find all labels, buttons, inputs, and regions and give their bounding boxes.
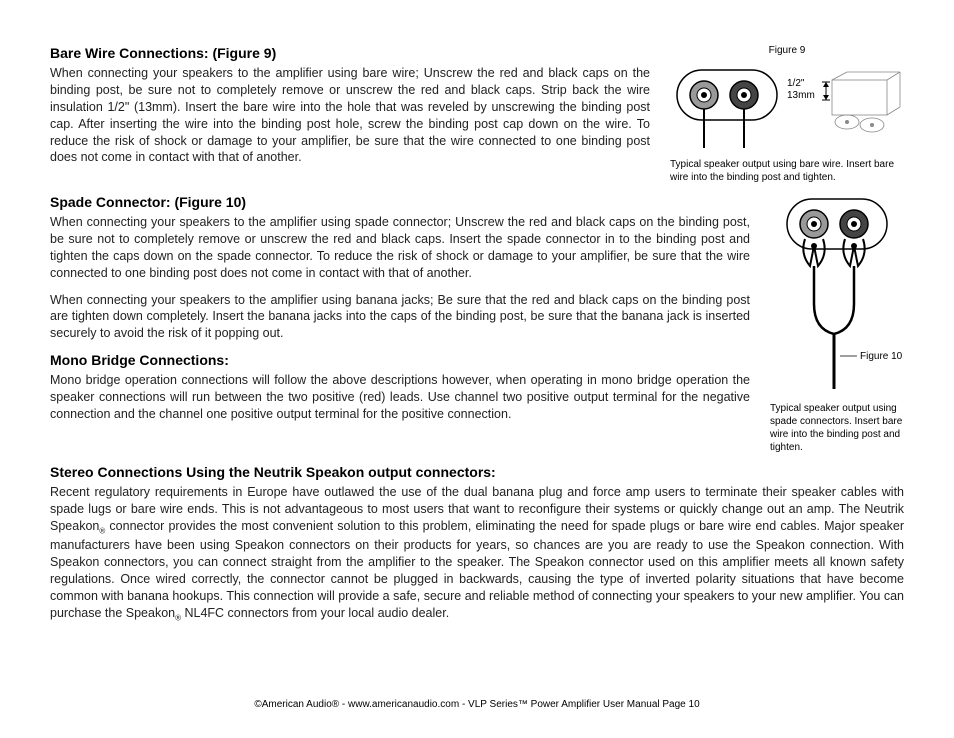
section-bare-wire: Bare Wire Connections: (Figure 9) When c… [50,45,904,184]
section2-text: Spade Connector: (Figure 10) When connec… [50,194,750,454]
section-stereo: Stereo Connections Using the Neutrik Spe… [50,464,904,624]
body-spade-1: When connecting your speakers to the amp… [50,214,750,282]
figure10-caption: Typical speaker output using spade conne… [770,402,904,454]
body-stereo: Recent regulatory requirements in Europe… [50,484,904,624]
body-mono: Mono bridge operation connections will f… [50,372,750,423]
figure9-label: Figure 9 [670,45,904,56]
page-footer: ©American Audio® - www.americanaudio.com… [0,699,954,710]
section1-text: Bare Wire Connections: (Figure 9) When c… [50,45,650,184]
heading-spade: Spade Connector: (Figure 10) [50,194,750,210]
figure9-container: Figure 9 [670,45,904,184]
section-mono: Mono Bridge Connections: Mono bridge ope… [50,352,750,423]
page-content: Bare Wire Connections: (Figure 9) When c… [50,45,904,624]
figure10-diagram: Figure 10 [772,194,902,394]
body-stereo-c: NL4FC connectors from your local audio d… [181,606,449,620]
body-spade-2: When connecting your speakers to the amp… [50,292,750,343]
section-spade: Spade Connector: (Figure 10) When connec… [50,194,904,454]
heading-bare-wire: Bare Wire Connections: (Figure 9) [50,45,650,61]
figure10-container: Figure 10 Typical speaker output using s… [770,194,904,454]
body-bare-wire: When connecting your speakers to the amp… [50,65,650,166]
body-stereo-b: connector provides the most convenient s… [50,519,904,620]
fig10-label-text: Figure 10 [860,351,902,362]
fig9-dim-bottom-text: 13mm [787,90,815,101]
heading-mono: Mono Bridge Connections: [50,352,750,368]
heading-stereo: Stereo Connections Using the Neutrik Spe… [50,464,904,480]
fig9-dim-top-text: 1/2" [787,78,805,89]
figure9-caption: Typical speaker output using bare wire. … [670,158,904,184]
figure9-diagram: 1/2" 13mm [672,60,902,150]
